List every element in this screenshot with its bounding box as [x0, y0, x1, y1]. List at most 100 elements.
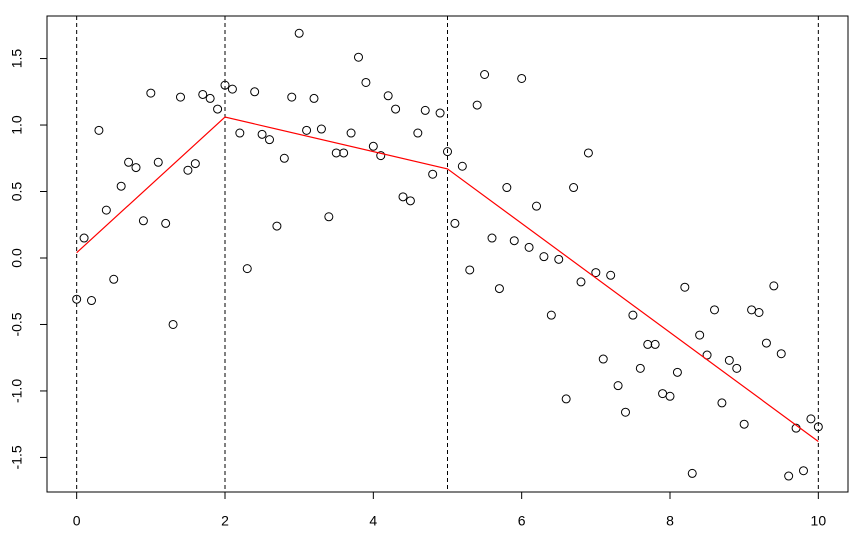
point [532, 201, 541, 211]
point [799, 466, 808, 476]
point [635, 363, 645, 373]
point [316, 124, 326, 134]
point [124, 157, 134, 167]
x-tick-label: 8 [666, 513, 674, 529]
point [457, 161, 467, 171]
point [72, 294, 82, 304]
y-tick-label: 0.0 [9, 248, 25, 268]
point [227, 84, 237, 94]
point [235, 128, 245, 138]
point [539, 252, 549, 262]
point [583, 148, 593, 158]
point [650, 339, 660, 349]
point [376, 151, 386, 161]
point [272, 221, 282, 231]
point [517, 73, 527, 83]
point [813, 422, 823, 432]
x-tick-label: 0 [73, 513, 81, 529]
point [472, 100, 482, 110]
point [153, 157, 163, 167]
point [480, 70, 490, 80]
point [87, 296, 96, 306]
point [524, 242, 534, 252]
point [747, 305, 757, 315]
x-tick-label: 2 [221, 513, 229, 529]
point [806, 414, 816, 424]
point [739, 419, 749, 429]
y-tick-label: -0.5 [9, 312, 25, 336]
point [450, 218, 460, 228]
point [754, 308, 764, 318]
point [591, 268, 601, 278]
point [413, 128, 423, 138]
point [109, 274, 119, 284]
point [732, 363, 742, 373]
point [598, 354, 608, 364]
point [487, 233, 497, 243]
x-tick-label: 4 [369, 513, 377, 529]
point [717, 398, 727, 408]
point [294, 28, 304, 38]
point [606, 270, 616, 280]
point [213, 104, 223, 114]
point [205, 93, 215, 103]
x-tick-label: 6 [518, 513, 526, 529]
point [761, 338, 771, 348]
point [176, 92, 185, 102]
y-tick-label: -1.0 [9, 379, 25, 403]
point [465, 265, 475, 275]
point [576, 277, 586, 287]
point [672, 367, 682, 377]
point [138, 216, 148, 226]
point [324, 212, 334, 222]
point [695, 330, 705, 340]
point [509, 236, 519, 246]
point [331, 148, 341, 158]
point [354, 52, 363, 62]
point [613, 381, 623, 391]
point [643, 339, 653, 349]
point [368, 141, 378, 151]
point [561, 394, 571, 404]
point [569, 183, 579, 193]
point [250, 87, 260, 97]
point [190, 159, 200, 169]
point [220, 80, 230, 90]
x-tick-label: 10 [811, 513, 827, 529]
point [769, 281, 779, 291]
point [265, 135, 274, 145]
fit-line [76, 116, 819, 442]
point [309, 93, 319, 103]
point [687, 468, 697, 478]
point [116, 181, 126, 191]
point [435, 108, 445, 118]
point [257, 129, 267, 139]
point [724, 355, 734, 365]
point [443, 147, 452, 157]
point [198, 89, 208, 99]
point [502, 183, 512, 193]
point [710, 305, 719, 315]
point [94, 125, 104, 135]
point [398, 192, 408, 202]
point [302, 125, 312, 135]
point [287, 92, 297, 102]
point [346, 128, 356, 138]
y-tick-label: 0.5 [9, 182, 25, 202]
point [391, 104, 401, 114]
point [146, 88, 156, 98]
y-tick-label: -1.5 [9, 445, 25, 469]
point [784, 471, 794, 481]
point [420, 105, 430, 115]
point [658, 389, 668, 399]
point [79, 233, 89, 243]
y-tick-label: 1.5 [9, 49, 25, 69]
point [554, 254, 564, 264]
point [494, 284, 504, 294]
point [428, 169, 438, 179]
point [405, 196, 415, 206]
point [242, 264, 252, 274]
point [101, 205, 111, 215]
